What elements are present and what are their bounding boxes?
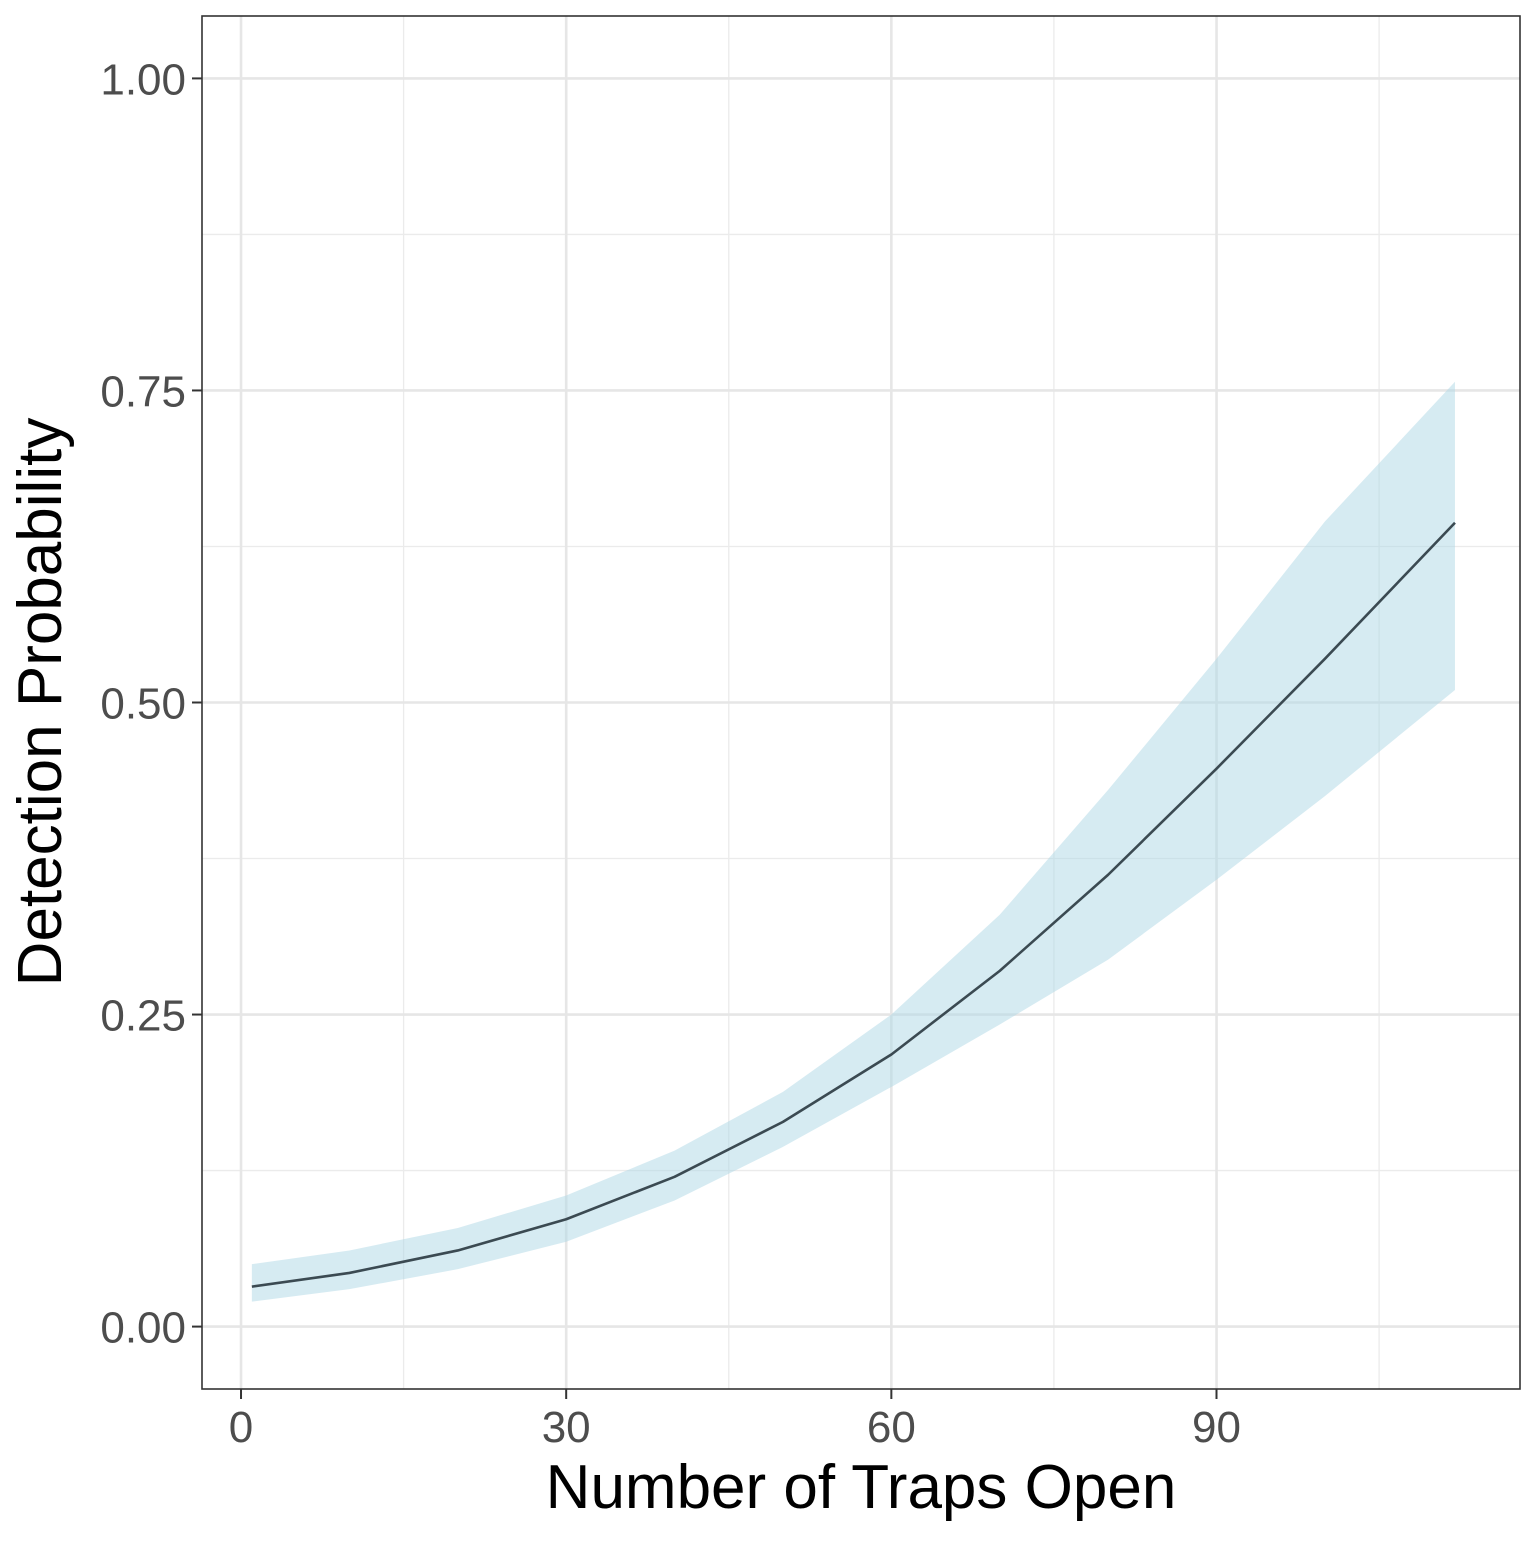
y-axis-title: Detection Probability (6, 418, 75, 987)
x-axis-title: Number of Traps Open (546, 1453, 1177, 1522)
x-tick-label: 30 (542, 1403, 591, 1452)
y-tick-label: 0.00 (100, 1304, 186, 1353)
x-tick-label: 90 (1192, 1403, 1241, 1452)
y-tick-label: 0.75 (100, 367, 186, 416)
y-tick-label: 0.25 (100, 992, 186, 1041)
y-axis: 0.00 0.25 0.50 0.75 1.00 (100, 55, 202, 1353)
x-axis: 0 30 60 90 (229, 1389, 1241, 1452)
x-tick-label: 60 (867, 1403, 916, 1452)
confidence-band (251, 381, 1455, 1302)
x-tick-label: 0 (229, 1403, 253, 1452)
y-tick-label: 0.50 (100, 680, 186, 729)
fitted-line (251, 521, 1456, 1288)
grid-major (202, 16, 1520, 1389)
y-tick-label: 1.00 (100, 55, 186, 104)
